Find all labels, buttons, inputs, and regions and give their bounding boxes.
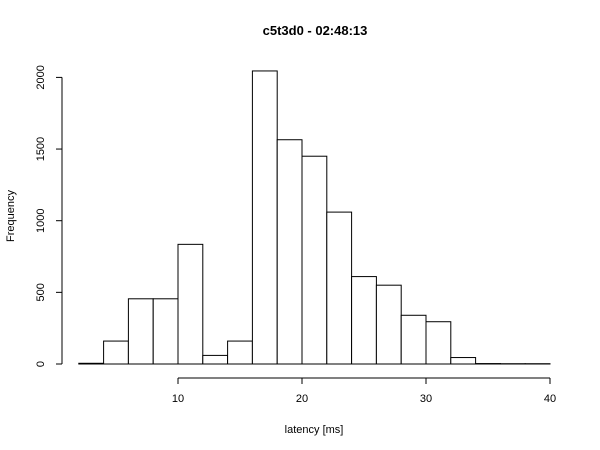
histogram-bar <box>400 314 427 365</box>
y-tick-label: 500 <box>35 283 47 301</box>
chart-title: c5t3d0 - 02:48:13 <box>263 23 368 38</box>
histogram-bar <box>450 357 477 365</box>
x-axis: 10 20 30 40 <box>172 377 556 405</box>
y-axis: 0 500 1000 1500 2000 <box>35 65 63 367</box>
y-tick-label: 0 <box>35 361 47 367</box>
histogram-bar <box>227 340 253 365</box>
y-tick-label: 1500 <box>35 137 47 161</box>
x-tick-label: 20 <box>296 393 308 405</box>
histogram-bar <box>202 354 229 365</box>
histogram-bar <box>425 321 452 365</box>
x-tick-label: 10 <box>172 393 184 405</box>
histogram-bar <box>351 276 377 365</box>
y-tick-label: 2000 <box>35 65 47 89</box>
x-tick-label: 40 <box>544 393 556 405</box>
bars-group <box>78 70 551 365</box>
y-axis-label: Frequency <box>5 190 17 242</box>
histogram-bar <box>177 243 204 365</box>
histogram-bar <box>152 298 179 365</box>
histogram-bar <box>78 362 105 365</box>
histogram-bar <box>276 139 303 365</box>
histogram-bar <box>326 211 353 365</box>
x-axis-label: latency [ms] <box>285 424 344 436</box>
x-tick-label: 30 <box>420 393 432 405</box>
y-tick-label: 1000 <box>35 208 47 232</box>
histogram-bar <box>251 70 278 365</box>
histogram-bar <box>127 298 154 365</box>
histogram-bar <box>103 340 129 365</box>
histogram-bar <box>301 155 328 365</box>
histogram-bar <box>375 284 402 365</box>
